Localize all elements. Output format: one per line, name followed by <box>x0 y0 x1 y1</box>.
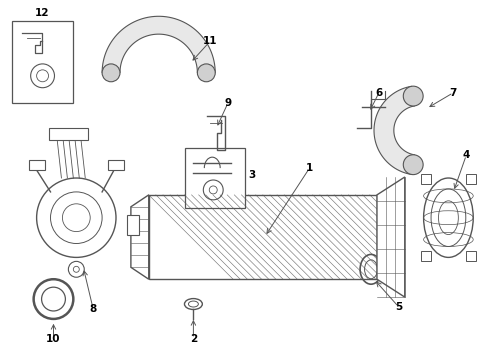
Circle shape <box>102 64 120 82</box>
Bar <box>149 195 377 279</box>
Bar <box>185 148 245 208</box>
Text: 10: 10 <box>46 334 61 344</box>
Text: 8: 8 <box>90 304 97 314</box>
Bar <box>466 251 476 261</box>
Polygon shape <box>131 195 149 279</box>
Circle shape <box>403 86 423 106</box>
Text: 7: 7 <box>450 88 457 98</box>
Bar <box>29 160 45 170</box>
Text: 11: 11 <box>203 36 218 46</box>
Bar <box>420 174 431 184</box>
Bar <box>108 160 124 170</box>
Bar <box>466 174 476 184</box>
Text: 4: 4 <box>463 150 470 160</box>
Text: 12: 12 <box>34 8 49 18</box>
Text: 5: 5 <box>395 302 402 312</box>
Circle shape <box>403 155 423 175</box>
Text: 2: 2 <box>190 334 197 344</box>
Bar <box>49 129 88 140</box>
Bar <box>12 21 74 103</box>
Polygon shape <box>374 86 415 175</box>
Text: 1: 1 <box>306 163 313 173</box>
Polygon shape <box>377 177 405 297</box>
Polygon shape <box>102 16 215 73</box>
Circle shape <box>197 64 215 82</box>
Bar <box>127 215 139 235</box>
Text: 9: 9 <box>224 98 232 108</box>
Text: 3: 3 <box>248 170 256 180</box>
Text: 6: 6 <box>375 88 383 98</box>
Bar <box>420 251 431 261</box>
